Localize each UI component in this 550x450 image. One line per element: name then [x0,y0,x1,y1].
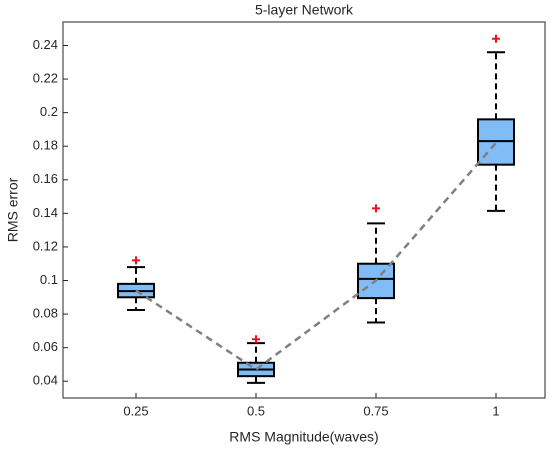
y-tick-label: 0.06 [33,339,58,354]
y-tick-label: 0.08 [33,306,58,321]
y-tick-label: 0.04 [33,373,58,388]
x-tick-label: 0.25 [123,403,148,418]
chart-title: 5-layer Network [255,2,354,18]
y-tick-label: 0.1 [40,272,58,287]
outlier [252,335,260,344]
x-axis-label: RMS Magnitude(waves) [229,429,378,445]
outlier [492,34,500,43]
outlier [132,256,140,265]
y-tick-label: 0.24 [33,37,58,52]
y-tick-label: 0.2 [40,104,58,119]
y-tick-label: 0.14 [33,205,58,220]
plot-area [62,21,546,399]
x-tick-label: 0.75 [363,403,388,418]
y-tick-label: 0.12 [33,238,58,253]
x-tick-label: 1 [492,403,499,418]
y-tick-label: 0.16 [33,171,58,186]
y-tick-label: 0.22 [33,71,58,86]
x-tick-label: 0.5 [247,403,265,418]
y-axis-label: RMS error [5,177,21,242]
trend-line [135,142,497,371]
outlier [372,204,380,213]
y-tick-label: 0.18 [33,138,58,153]
